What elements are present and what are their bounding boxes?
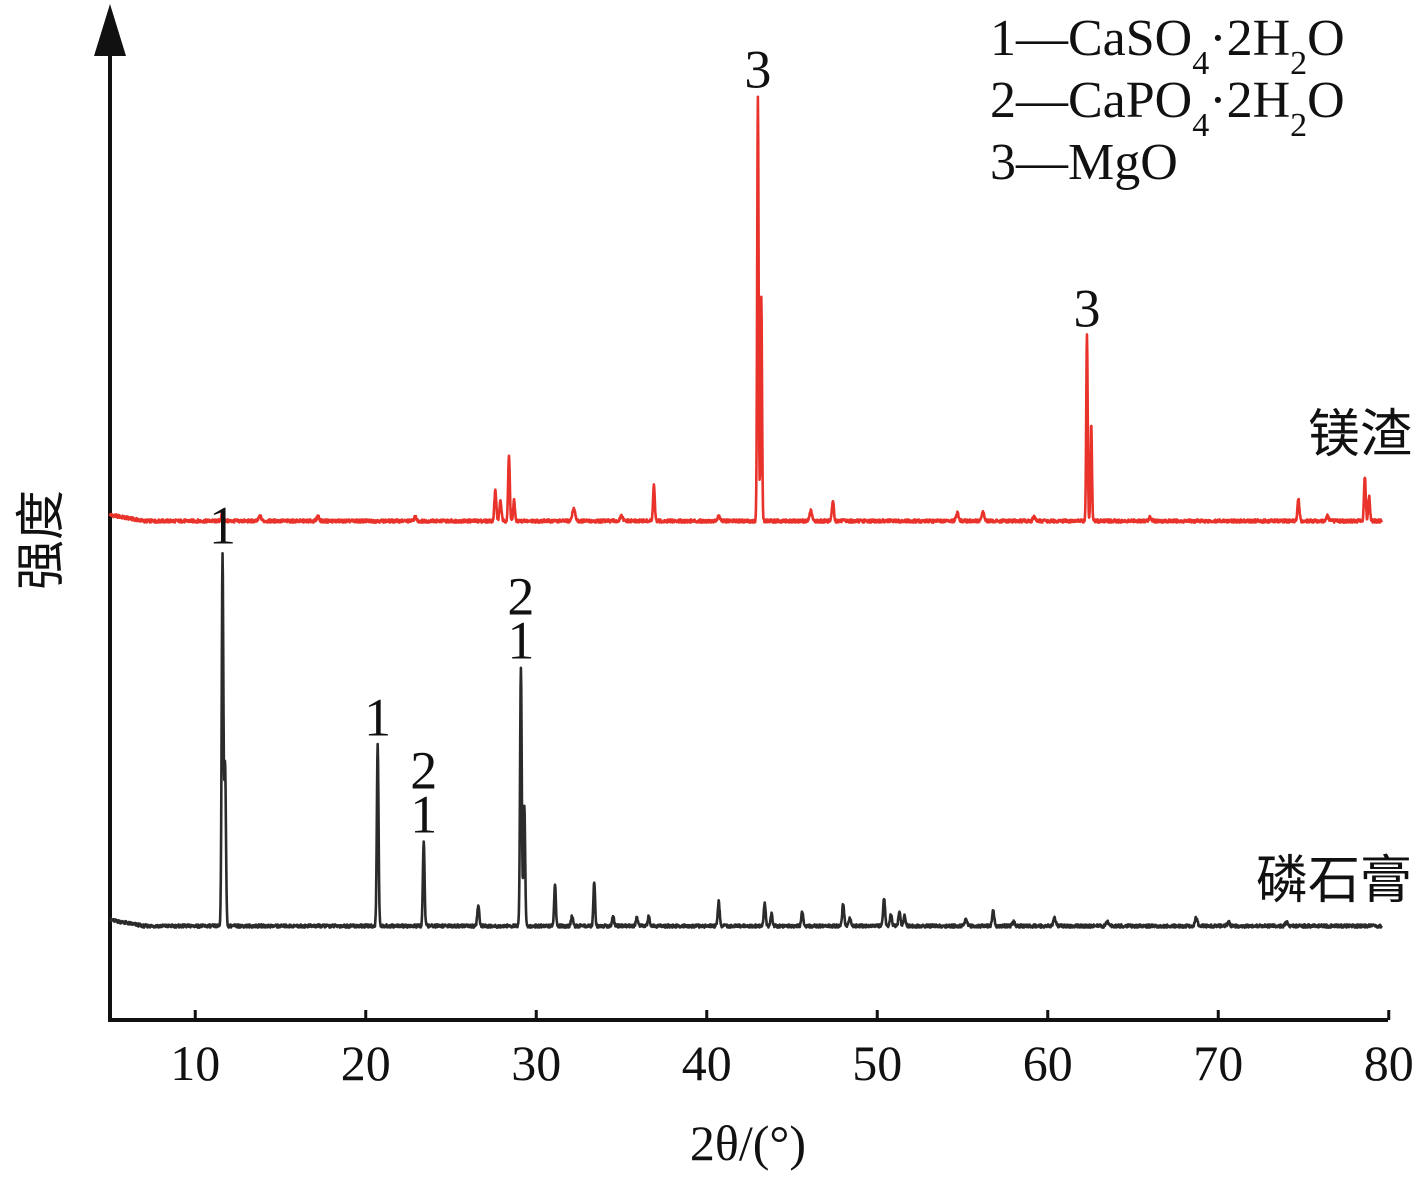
x-tick-label: 40 [682,1035,732,1091]
x-axis-title: 2θ/(°) [690,1115,806,1171]
peak-label: 3 [1073,278,1100,338]
x-ticks: 10 20 30 40 50 60 70 80 [170,1010,1414,1091]
peak-label: 1 [209,495,236,555]
legend-entry: 1—CaSO4·2H2O [990,10,1345,82]
peak-label: 2 [507,566,534,626]
x-tick-label: 60 [1023,1035,1073,1091]
x-tick-label: 50 [852,1035,902,1091]
peak-label: 1 [507,610,534,670]
series-name-magnesium-slag: 镁渣 [1308,407,1412,464]
y-axis-title: 强度 [13,490,69,590]
axes [94,4,1388,1022]
peak-label: 2 [410,741,437,801]
series-name-phosphogypsum: 磷石膏 [1256,853,1412,910]
legend-entry: 3—MgO [990,134,1178,191]
peak-label: 1 [410,785,437,845]
series-line-phosphogypsum [109,551,1383,929]
y-axis-arrow-icon [94,4,126,56]
peak-label: 1 [364,687,391,747]
x-tick-label: 70 [1193,1035,1243,1091]
series-line-magnesium-slag [108,95,1383,524]
x-tick-label: 10 [170,1035,220,1091]
x-tick-label: 80 [1364,1035,1414,1091]
series-layer [108,95,1383,929]
legend-entry: 2—CaPO4·2H2O [990,72,1345,144]
x-tick-label: 20 [341,1035,391,1091]
x-tick-label: 30 [511,1035,561,1091]
peak-label: 3 [744,39,771,99]
